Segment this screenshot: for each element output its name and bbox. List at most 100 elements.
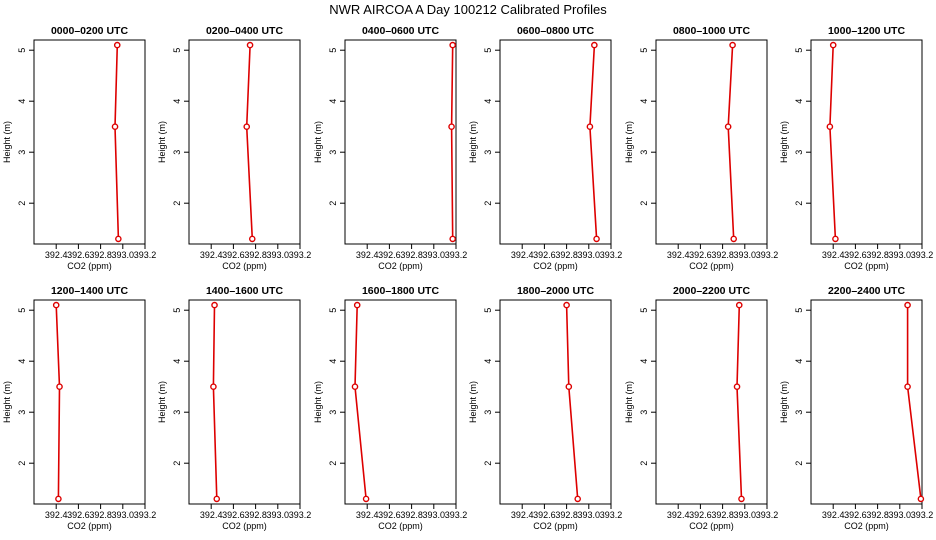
y-tick-label: 4 [17, 359, 27, 364]
profile-line [565, 305, 579, 499]
x-tick-label: 392.4 [45, 250, 68, 260]
profile-line [114, 45, 120, 239]
x-tick-label: 392.8 [555, 510, 578, 520]
y-tick-label: 3 [794, 150, 804, 155]
x-axis-label: CO2 (ppm) [689, 261, 734, 271]
y-axis-label: Height (m) [313, 381, 323, 423]
x-tick-label: 393.0 [889, 250, 912, 260]
x-axis-label: CO2 (ppm) [67, 521, 112, 531]
x-tick-label: 393.0 [267, 510, 290, 520]
y-axis-label: Height (m) [2, 381, 12, 423]
profile-point [735, 301, 743, 309]
profile-panel: 1000–1200 UTC 392.4 392.6 392.8 393.0 393.2 2 3… [779, 25, 933, 271]
x-tick-label: 393.2 [134, 510, 157, 520]
profile-point [586, 123, 594, 130]
x-tick-label: 393.0 [423, 510, 446, 520]
profile-line [450, 45, 454, 239]
x-tick-label: 392.4 [356, 250, 379, 260]
x-tick-label: 392.8 [555, 250, 578, 260]
x-tick-label: 393.0 [112, 510, 135, 520]
x-tick-label: 392.8 [400, 250, 423, 260]
x-tick-label: 392.4 [822, 510, 845, 520]
profile-point [829, 41, 837, 49]
x-tick-label: 392.6 [689, 510, 712, 520]
panel-title: 0000–0200 UTC [51, 25, 128, 37]
x-tick-label: 392.8 [400, 510, 423, 520]
y-tick-label: 4 [794, 359, 804, 364]
plot-frame [499, 299, 612, 505]
profile-point [211, 301, 218, 309]
x-tick-label: 393.2 [600, 250, 623, 260]
panel-title: 1600–1800 UTC [362, 285, 439, 297]
x-axis-label: CO2 (ppm) [378, 521, 423, 531]
plot-frame [655, 299, 768, 505]
x-axis-label: CO2 (ppm) [533, 521, 578, 531]
x-tick-label: 392.8 [711, 510, 734, 520]
y-tick-label: 2 [794, 461, 804, 466]
profile-panel: 1400–1600 UTC 392.4 392.6 392.8 393.0 393.2 2 3… [157, 285, 311, 531]
profile-panel: 0400–0600 UTC 392.4 392.6 392.8 393.0 393.2 2 3… [313, 25, 467, 271]
panel-title: 1800–2000 UTC [517, 285, 594, 297]
y-tick-label: 4 [328, 99, 338, 104]
y-tick-label: 4 [483, 99, 493, 104]
profile-line [727, 45, 735, 239]
profile-point [738, 495, 745, 503]
x-tick-label: 393.2 [445, 250, 468, 260]
y-tick-label: 4 [639, 99, 649, 104]
profile-point [724, 123, 732, 130]
x-tick-label: 392.8 [244, 510, 267, 520]
profile-point [353, 301, 361, 309]
profile-point [904, 383, 911, 391]
profile-point [449, 235, 456, 243]
y-tick-label: 2 [328, 461, 338, 466]
profile-point [591, 41, 598, 49]
profile-point [593, 235, 600, 243]
x-tick-label: 392.4 [200, 250, 223, 260]
profile-point [448, 123, 455, 130]
x-tick-label: 392.4 [667, 250, 690, 260]
profile-point [563, 301, 570, 309]
profile-point [832, 235, 839, 243]
plot-frame [33, 39, 146, 245]
profile-point [113, 41, 121, 49]
x-axis-label: CO2 (ppm) [222, 521, 267, 531]
plot-frame [810, 39, 923, 245]
y-tick-label: 4 [17, 99, 27, 104]
y-tick-label: 3 [328, 410, 338, 415]
y-tick-label: 5 [17, 308, 27, 313]
y-tick-label: 5 [794, 308, 804, 313]
x-tick-label: 392.8 [866, 250, 889, 260]
x-tick-label: 393.0 [578, 250, 601, 260]
profile-point [362, 495, 370, 503]
y-axis-label: Height (m) [157, 121, 167, 163]
y-tick-label: 2 [172, 201, 182, 206]
profile-panel: 0200–0400 UTC 392.4 392.6 392.8 393.0 393.2 2 3… [157, 25, 311, 271]
y-tick-label: 5 [328, 308, 338, 313]
profile-line [212, 305, 218, 499]
x-tick-label: 392.6 [533, 510, 556, 520]
profile-line [736, 305, 743, 499]
plot-frame [344, 299, 457, 505]
profile-point [111, 123, 119, 130]
y-tick-label: 5 [172, 308, 182, 313]
profile-line [906, 305, 922, 499]
x-tick-label: 393.0 [889, 510, 912, 520]
y-tick-label: 3 [794, 410, 804, 415]
x-tick-label: 393.2 [445, 510, 468, 520]
panel-title: 1400–1600 UTC [206, 285, 283, 297]
x-tick-label: 393.0 [112, 250, 135, 260]
x-tick-label: 392.8 [866, 510, 889, 520]
x-tick-label: 392.4 [45, 510, 68, 520]
y-tick-label: 3 [172, 410, 182, 415]
profile-panel: 0800–1000 UTC 392.4 392.6 392.8 393.0 393.2 2 3… [624, 25, 778, 271]
profile-point [52, 301, 60, 309]
profile-point [56, 383, 63, 391]
profile-line [589, 45, 598, 239]
x-tick-label: 393.2 [756, 250, 779, 260]
y-tick-label: 4 [639, 359, 649, 364]
panel-title: 0600–0800 UTC [517, 25, 594, 37]
panel-title: 1200–1400 UTC [51, 285, 128, 297]
y-tick-label: 5 [483, 48, 493, 53]
x-tick-label: 392.4 [511, 250, 534, 260]
